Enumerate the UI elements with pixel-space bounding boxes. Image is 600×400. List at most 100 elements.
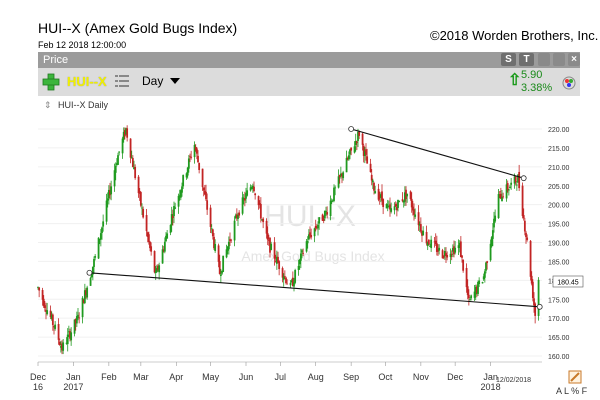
candle-body bbox=[78, 317, 81, 319]
candle-body bbox=[381, 191, 383, 201]
candle-body bbox=[249, 187, 252, 191]
candle-body bbox=[65, 342, 68, 344]
candle-body bbox=[425, 231, 428, 244]
candle-body bbox=[442, 256, 445, 258]
candle-body bbox=[134, 166, 137, 179]
candle-body bbox=[338, 175, 341, 177]
candle-body bbox=[506, 183, 509, 191]
candle-body bbox=[505, 184, 508, 199]
x-tick-label: Jan bbox=[66, 372, 81, 382]
trendline-handle[interactable] bbox=[348, 126, 355, 132]
candle-body bbox=[282, 276, 285, 280]
candle-body bbox=[141, 207, 143, 209]
trendline-handle[interactable] bbox=[86, 269, 93, 276]
candle-body bbox=[534, 303, 537, 316]
candle-body bbox=[189, 156, 191, 158]
current-price-label: 180.45 bbox=[557, 280, 579, 287]
candle-body bbox=[107, 189, 110, 199]
candle-body bbox=[193, 144, 196, 158]
candle-body bbox=[246, 190, 249, 196]
candle-body bbox=[290, 280, 293, 282]
candle-body bbox=[409, 191, 412, 199]
candle-body bbox=[321, 214, 324, 221]
candle-body bbox=[489, 243, 492, 261]
candle-body bbox=[521, 185, 524, 216]
candle-body bbox=[337, 176, 340, 188]
minimize-icon[interactable] bbox=[553, 53, 565, 66]
candle-body bbox=[430, 239, 433, 249]
current-price-marker: 180.45 bbox=[552, 275, 584, 288]
candle-body bbox=[169, 224, 172, 233]
candle-body bbox=[294, 270, 297, 283]
chart-toolbar: HUI--X Day ⇧ 5.90 3.38% bbox=[38, 68, 580, 96]
candle-body bbox=[306, 241, 309, 244]
close-icon[interactable]: × bbox=[568, 53, 580, 66]
candle-body bbox=[397, 199, 399, 208]
candle-body bbox=[478, 280, 481, 284]
candle-body bbox=[251, 185, 254, 190]
chart-footer-icons[interactable]: A L % F bbox=[556, 386, 588, 396]
candle-body bbox=[370, 174, 373, 181]
watchlist-icon[interactable] bbox=[115, 74, 129, 88]
chevron-down-icon[interactable] bbox=[170, 78, 180, 84]
candle-body bbox=[483, 271, 486, 278]
t-menu-button[interactable]: T bbox=[519, 53, 534, 66]
add-plus-icon[interactable] bbox=[42, 73, 60, 91]
candle-body bbox=[422, 230, 425, 236]
candle-body bbox=[462, 259, 465, 271]
candle-body bbox=[81, 297, 84, 318]
candle-body bbox=[350, 147, 353, 151]
candle-body bbox=[330, 201, 333, 203]
color-wheel-icon[interactable] bbox=[562, 76, 576, 90]
candle-body bbox=[522, 215, 525, 219]
candle-body bbox=[195, 148, 198, 154]
candle-body bbox=[382, 198, 385, 207]
pencil-icon[interactable] bbox=[568, 370, 582, 384]
candle-body bbox=[161, 249, 164, 264]
trendline-handle[interactable] bbox=[520, 175, 527, 182]
trendline-handle[interactable] bbox=[536, 303, 543, 310]
y-tick-label: 220.00 bbox=[548, 127, 570, 134]
candle-body bbox=[461, 255, 463, 258]
price-change-percent: 3.38% bbox=[521, 82, 553, 94]
candle-body bbox=[345, 157, 348, 173]
candle-body bbox=[42, 298, 45, 307]
x-tick-sublabel: 2018 bbox=[481, 382, 501, 392]
trendline[interactable] bbox=[89, 272, 540, 308]
candle-body bbox=[203, 190, 206, 195]
trendline[interactable] bbox=[350, 128, 524, 179]
date-marker: 12/02/2018 bbox=[496, 377, 531, 384]
period-dropdown[interactable]: Day bbox=[142, 74, 164, 88]
candle-body bbox=[267, 240, 270, 242]
candle-body bbox=[313, 228, 316, 237]
symbol-input[interactable]: HUI--X bbox=[67, 74, 107, 89]
candle-body bbox=[486, 261, 489, 263]
candle-body bbox=[485, 262, 487, 271]
y-tick-label: 175.00 bbox=[548, 297, 570, 304]
y-tick-label: 200.00 bbox=[548, 203, 570, 210]
candle-body bbox=[323, 210, 326, 219]
candle-body bbox=[363, 151, 366, 157]
s-menu-button[interactable]: S bbox=[501, 53, 516, 66]
x-tick-label: Nov bbox=[413, 372, 430, 382]
candle-body bbox=[245, 193, 247, 199]
candle-body bbox=[437, 249, 439, 252]
candle-body bbox=[118, 151, 121, 153]
candle-body bbox=[433, 241, 436, 243]
candle-body bbox=[131, 158, 134, 168]
price-pane-label: Price bbox=[43, 54, 69, 66]
candle-body bbox=[49, 310, 52, 318]
candle-body bbox=[379, 194, 382, 198]
drag-handle-icon[interactable]: ⇕ bbox=[44, 100, 52, 110]
candle-body bbox=[493, 218, 495, 228]
candle-body bbox=[221, 270, 223, 274]
candle-body bbox=[339, 173, 342, 176]
candle-body bbox=[289, 282, 292, 286]
save-icon[interactable] bbox=[538, 53, 550, 66]
candle-body bbox=[89, 277, 92, 286]
candle-body bbox=[269, 237, 271, 253]
price-chart[interactable]: HUI--X Amex Gold Bugs Index 220.00215.00… bbox=[0, 96, 600, 400]
x-tick-label: Dec bbox=[447, 372, 464, 382]
candle-body bbox=[170, 214, 173, 226]
candle-body bbox=[275, 256, 278, 264]
